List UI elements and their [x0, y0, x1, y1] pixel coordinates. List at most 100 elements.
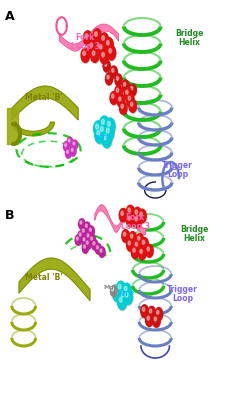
Circle shape: [109, 48, 112, 53]
Circle shape: [102, 52, 105, 57]
Circle shape: [154, 317, 157, 321]
Circle shape: [124, 286, 127, 291]
Circle shape: [115, 290, 118, 294]
Circle shape: [134, 240, 141, 252]
Circle shape: [83, 31, 92, 45]
Circle shape: [137, 234, 144, 247]
Circle shape: [106, 74, 113, 86]
Circle shape: [91, 237, 93, 240]
Circle shape: [135, 217, 138, 221]
Circle shape: [84, 32, 93, 46]
Circle shape: [123, 289, 132, 304]
Circle shape: [124, 290, 133, 306]
Circle shape: [119, 102, 127, 114]
Circle shape: [146, 314, 153, 326]
Circle shape: [112, 68, 114, 72]
Circle shape: [153, 314, 160, 327]
Circle shape: [107, 75, 109, 79]
Circle shape: [128, 216, 131, 220]
Circle shape: [127, 238, 134, 251]
Circle shape: [91, 49, 100, 64]
Circle shape: [65, 148, 71, 158]
Circle shape: [96, 244, 102, 255]
Circle shape: [100, 33, 109, 47]
Circle shape: [126, 213, 134, 227]
Circle shape: [66, 149, 72, 159]
Circle shape: [110, 66, 117, 78]
Circle shape: [116, 88, 119, 92]
Circle shape: [82, 236, 88, 247]
Circle shape: [122, 230, 130, 243]
Text: A: A: [5, 10, 14, 23]
Circle shape: [105, 126, 114, 142]
Circle shape: [138, 247, 146, 260]
Circle shape: [146, 244, 153, 257]
Circle shape: [72, 141, 78, 150]
Text: Mg²: Mg²: [104, 284, 117, 290]
Circle shape: [91, 48, 99, 62]
Circle shape: [94, 30, 102, 44]
Circle shape: [98, 123, 108, 139]
Circle shape: [114, 288, 123, 303]
Polygon shape: [12, 122, 55, 136]
Circle shape: [79, 219, 85, 229]
Text: Fork
Loop 3: Fork Loop 3: [71, 33, 100, 51]
Circle shape: [83, 244, 89, 254]
Circle shape: [67, 137, 73, 147]
Circle shape: [117, 94, 125, 107]
Circle shape: [86, 232, 92, 243]
Polygon shape: [95, 205, 146, 235]
Circle shape: [95, 32, 97, 36]
Circle shape: [119, 208, 127, 222]
Circle shape: [102, 36, 105, 40]
Circle shape: [106, 119, 116, 135]
Circle shape: [125, 292, 128, 297]
Circle shape: [115, 75, 123, 87]
Circle shape: [84, 222, 90, 232]
Circle shape: [85, 224, 87, 228]
Circle shape: [147, 247, 150, 251]
Circle shape: [72, 140, 77, 150]
Circle shape: [122, 230, 129, 242]
Circle shape: [100, 117, 110, 133]
Circle shape: [80, 221, 82, 224]
Circle shape: [75, 235, 81, 245]
Circle shape: [87, 234, 89, 237]
Circle shape: [127, 206, 135, 220]
Circle shape: [89, 228, 91, 232]
Circle shape: [76, 237, 78, 240]
Circle shape: [90, 236, 96, 246]
Circle shape: [120, 102, 128, 115]
Circle shape: [116, 281, 125, 296]
Circle shape: [129, 84, 136, 96]
Circle shape: [89, 41, 97, 56]
Circle shape: [149, 309, 152, 313]
Circle shape: [100, 50, 109, 64]
Circle shape: [100, 126, 103, 132]
Circle shape: [119, 298, 122, 302]
Circle shape: [129, 232, 137, 245]
Circle shape: [115, 86, 123, 99]
Circle shape: [98, 42, 106, 56]
Circle shape: [134, 208, 142, 222]
Circle shape: [122, 283, 131, 298]
Circle shape: [123, 232, 126, 236]
Circle shape: [131, 246, 139, 258]
Circle shape: [123, 284, 132, 300]
Circle shape: [133, 248, 135, 252]
Circle shape: [83, 51, 86, 56]
Text: Trigger
Loop: Trigger Loop: [167, 285, 198, 303]
Circle shape: [129, 100, 137, 112]
Circle shape: [96, 124, 99, 129]
Circle shape: [92, 51, 95, 56]
Circle shape: [64, 142, 70, 152]
Circle shape: [79, 220, 85, 230]
Circle shape: [90, 43, 93, 48]
Circle shape: [141, 238, 148, 250]
Circle shape: [103, 60, 110, 72]
Circle shape: [92, 240, 98, 251]
Circle shape: [83, 238, 85, 241]
Circle shape: [67, 150, 68, 153]
Circle shape: [133, 207, 141, 221]
Circle shape: [121, 104, 123, 108]
